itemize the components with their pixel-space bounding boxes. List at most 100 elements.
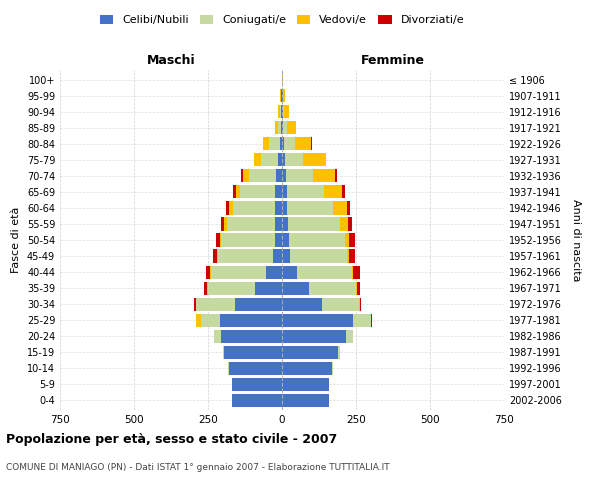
Bar xyxy=(200,314,220,327)
Text: Maschi: Maschi xyxy=(146,54,196,67)
Bar xyxy=(282,170,286,182)
Bar xyxy=(229,362,282,375)
Bar xyxy=(345,234,349,246)
Bar xyxy=(349,250,355,262)
Legend: Celibi/Nubili, Coniugati/e, Vedovi/e, Divorziati/e: Celibi/Nubili, Coniugati/e, Vedovi/e, Di… xyxy=(95,10,469,30)
Bar xyxy=(206,266,210,278)
Bar xyxy=(282,250,290,262)
Bar xyxy=(282,282,308,294)
Bar xyxy=(281,105,282,118)
Bar xyxy=(224,346,282,359)
Bar xyxy=(346,330,353,343)
Bar xyxy=(233,202,275,214)
Bar xyxy=(232,378,282,391)
Bar xyxy=(357,282,361,294)
Bar xyxy=(278,105,280,118)
Bar xyxy=(275,186,282,198)
Bar xyxy=(282,346,338,359)
Bar xyxy=(308,282,356,294)
Bar xyxy=(340,218,348,230)
Bar xyxy=(282,394,329,407)
Bar xyxy=(236,186,240,198)
Bar xyxy=(233,186,236,198)
Bar xyxy=(342,186,345,198)
Bar xyxy=(216,234,220,246)
Bar xyxy=(287,121,296,134)
Bar xyxy=(282,186,287,198)
Bar xyxy=(275,202,282,214)
Bar xyxy=(285,153,304,166)
Bar xyxy=(297,266,352,278)
Bar xyxy=(282,378,329,391)
Bar xyxy=(333,202,347,214)
Bar xyxy=(210,266,211,278)
Bar xyxy=(273,250,282,262)
Bar xyxy=(278,153,282,166)
Bar xyxy=(250,170,276,182)
Bar xyxy=(356,282,357,294)
Bar xyxy=(283,89,284,102)
Bar xyxy=(282,298,322,310)
Bar xyxy=(280,137,282,150)
Text: Femmine: Femmine xyxy=(361,54,425,67)
Bar xyxy=(275,234,282,246)
Bar xyxy=(282,202,287,214)
Bar xyxy=(304,153,326,166)
Bar xyxy=(276,170,282,182)
Bar xyxy=(243,170,250,182)
Bar xyxy=(290,250,347,262)
Bar xyxy=(208,282,256,294)
Bar xyxy=(211,266,266,278)
Bar xyxy=(204,282,208,294)
Bar xyxy=(281,121,282,134)
Bar xyxy=(218,250,273,262)
Bar xyxy=(275,218,282,230)
Bar xyxy=(289,234,345,246)
Y-axis label: Fasce di età: Fasce di età xyxy=(11,207,21,273)
Bar xyxy=(214,330,221,343)
Bar xyxy=(359,298,361,310)
Bar xyxy=(226,202,229,214)
Bar xyxy=(338,346,340,359)
Bar xyxy=(353,266,359,278)
Text: Popolazione per età, sesso e stato civile - 2007: Popolazione per età, sesso e stato civil… xyxy=(6,432,337,446)
Bar xyxy=(287,186,325,198)
Bar xyxy=(229,202,233,214)
Bar xyxy=(194,298,196,310)
Bar xyxy=(196,314,200,327)
Bar xyxy=(322,298,359,310)
Bar xyxy=(221,234,275,246)
Bar xyxy=(224,218,227,230)
Text: COMUNE DI MANIAGO (PN) - Dati ISTAT 1° gennaio 2007 - Elaborazione TUTTITALIA.IT: COMUNE DI MANIAGO (PN) - Dati ISTAT 1° g… xyxy=(6,462,389,471)
Bar xyxy=(282,314,353,327)
Bar xyxy=(283,121,287,134)
Bar xyxy=(260,153,278,166)
Bar xyxy=(232,394,282,407)
Bar xyxy=(282,137,284,150)
Bar xyxy=(284,137,295,150)
Bar xyxy=(266,266,282,278)
Bar xyxy=(347,202,350,214)
Bar xyxy=(227,218,275,230)
Bar xyxy=(282,234,289,246)
Bar xyxy=(353,314,371,327)
Bar xyxy=(348,218,352,230)
Bar xyxy=(283,105,284,118)
Bar xyxy=(284,105,289,118)
Bar xyxy=(282,330,346,343)
Bar xyxy=(287,202,333,214)
Bar xyxy=(269,137,280,150)
Bar xyxy=(241,170,243,182)
Bar xyxy=(288,218,340,230)
Bar xyxy=(280,105,281,118)
Bar xyxy=(256,282,282,294)
Bar xyxy=(335,170,337,182)
Bar xyxy=(221,218,224,230)
Bar xyxy=(278,121,281,134)
Bar xyxy=(347,250,349,262)
Bar xyxy=(217,250,218,262)
Bar xyxy=(254,153,260,166)
Bar xyxy=(213,250,217,262)
Bar xyxy=(282,218,288,230)
Bar xyxy=(349,234,355,246)
